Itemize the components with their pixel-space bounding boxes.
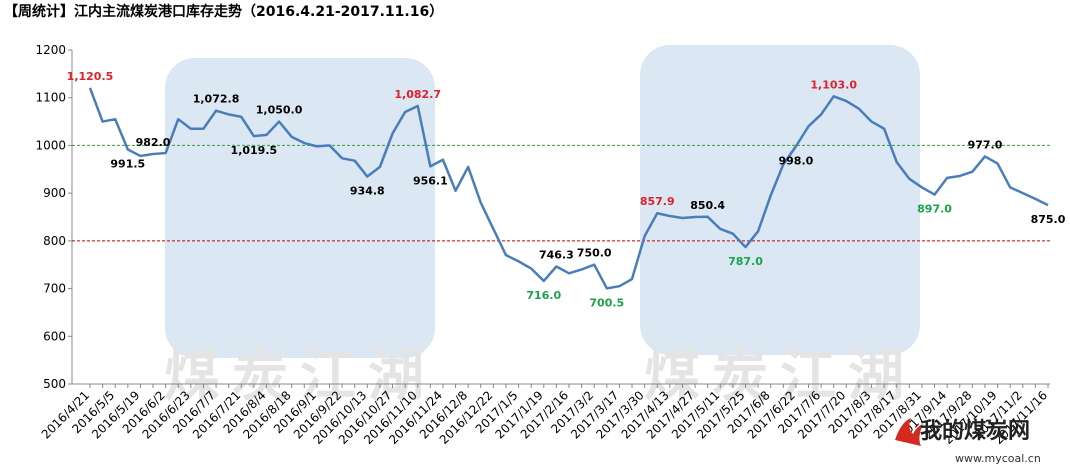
data-label: 982.0 [136, 136, 171, 149]
data-label: 1,072.8 [193, 93, 240, 106]
data-label: 850.4 [690, 199, 725, 212]
data-label: 875.0 [1031, 213, 1066, 226]
data-label: 897.0 [917, 203, 952, 216]
data-label: 750.0 [577, 247, 612, 260]
data-label: 746.3 [539, 248, 574, 261]
y-tick-label: 1200 [35, 43, 66, 57]
y-tick-label: 1100 [35, 91, 66, 105]
y-tick-label: 700 [43, 282, 66, 296]
data-label: 1,120.5 [67, 70, 114, 83]
data-label: 1,103.0 [810, 78, 857, 91]
chart-title: 【周统计】江内主流煤炭港口库存走势（2016.4.21-2017.11.16） [4, 3, 443, 20]
y-tick-label: 800 [43, 234, 66, 248]
logo-name: 我的煤炭网 [920, 418, 1030, 444]
data-label: 716.0 [526, 289, 561, 302]
y-tick-label: 1000 [35, 138, 66, 152]
data-label: 700.5 [589, 296, 624, 309]
data-label: 787.0 [728, 255, 763, 268]
watermark: 煤炭江湖 [164, 344, 436, 409]
data-label: 1,050.0 [256, 104, 303, 117]
watermark-box [640, 45, 920, 355]
data-label: 1,082.7 [394, 88, 441, 101]
data-label: 934.8 [350, 185, 385, 198]
watermark: 煤炭江湖 [644, 344, 916, 409]
watermark-box [165, 58, 435, 358]
y-tick-label: 600 [43, 329, 66, 343]
logo-flame [895, 418, 923, 446]
data-label: 977.0 [968, 138, 1003, 151]
data-label: 857.9 [640, 195, 675, 208]
data-label: 1,019.5 [231, 144, 278, 157]
line [88, 87, 1049, 290]
logo-url: www.mycoal.cn [955, 452, 1041, 465]
y-tick-label: 900 [43, 186, 66, 200]
data-label: 991.5 [110, 157, 145, 170]
data-label: 998.0 [778, 154, 813, 167]
y-tick-label: 500 [43, 377, 66, 391]
data-label: 956.1 [413, 174, 448, 187]
